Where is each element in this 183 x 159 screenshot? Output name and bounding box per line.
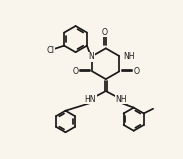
Text: NH: NH [115,95,127,104]
Text: O: O [102,28,108,37]
Text: O: O [72,67,78,76]
Text: O: O [133,67,139,76]
Text: Cl: Cl [46,46,54,55]
Text: NH: NH [123,52,135,61]
Text: N: N [89,52,94,61]
Text: HN: HN [85,95,96,104]
